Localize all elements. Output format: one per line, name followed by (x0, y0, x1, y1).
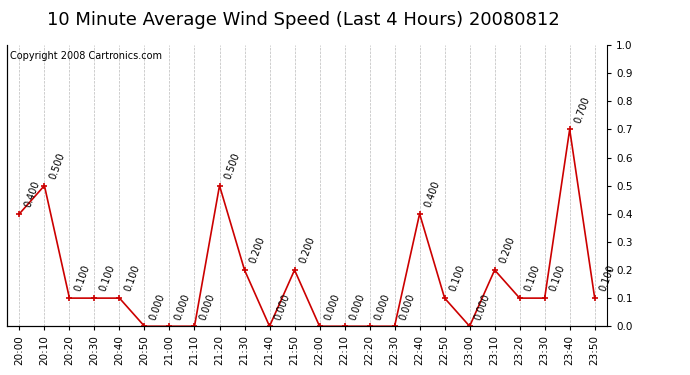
Text: 0.200: 0.200 (497, 236, 517, 265)
Text: 0.100: 0.100 (122, 264, 141, 293)
Text: 0.000: 0.000 (172, 292, 191, 321)
Text: 0.200: 0.200 (248, 236, 266, 265)
Text: 0.100: 0.100 (598, 264, 616, 293)
Text: 10 Minute Average Wind Speed (Last 4 Hours) 20080812: 10 Minute Average Wind Speed (Last 4 Hou… (47, 11, 560, 29)
Text: 0.000: 0.000 (473, 292, 491, 321)
Text: 0.100: 0.100 (72, 264, 91, 293)
Text: Copyright 2008 Cartronics.com: Copyright 2008 Cartronics.com (10, 51, 162, 61)
Text: 0.000: 0.000 (397, 292, 416, 321)
Text: 0.000: 0.000 (273, 292, 291, 321)
Text: 0.100: 0.100 (97, 264, 116, 293)
Text: 0.100: 0.100 (522, 264, 542, 293)
Text: 0.700: 0.700 (573, 95, 591, 124)
Text: 0.400: 0.400 (22, 179, 41, 209)
Text: 0.200: 0.200 (297, 236, 317, 265)
Text: 0.000: 0.000 (322, 292, 342, 321)
Text: 0.500: 0.500 (48, 151, 66, 181)
Text: 0.000: 0.000 (348, 292, 366, 321)
Text: 0.400: 0.400 (422, 179, 442, 209)
Text: 0.000: 0.000 (148, 292, 166, 321)
Text: 0.000: 0.000 (197, 292, 216, 321)
Text: 0.500: 0.500 (222, 151, 242, 181)
Text: 0.100: 0.100 (548, 264, 566, 293)
Text: 0.100: 0.100 (448, 264, 466, 293)
Text: 0.000: 0.000 (373, 292, 391, 321)
